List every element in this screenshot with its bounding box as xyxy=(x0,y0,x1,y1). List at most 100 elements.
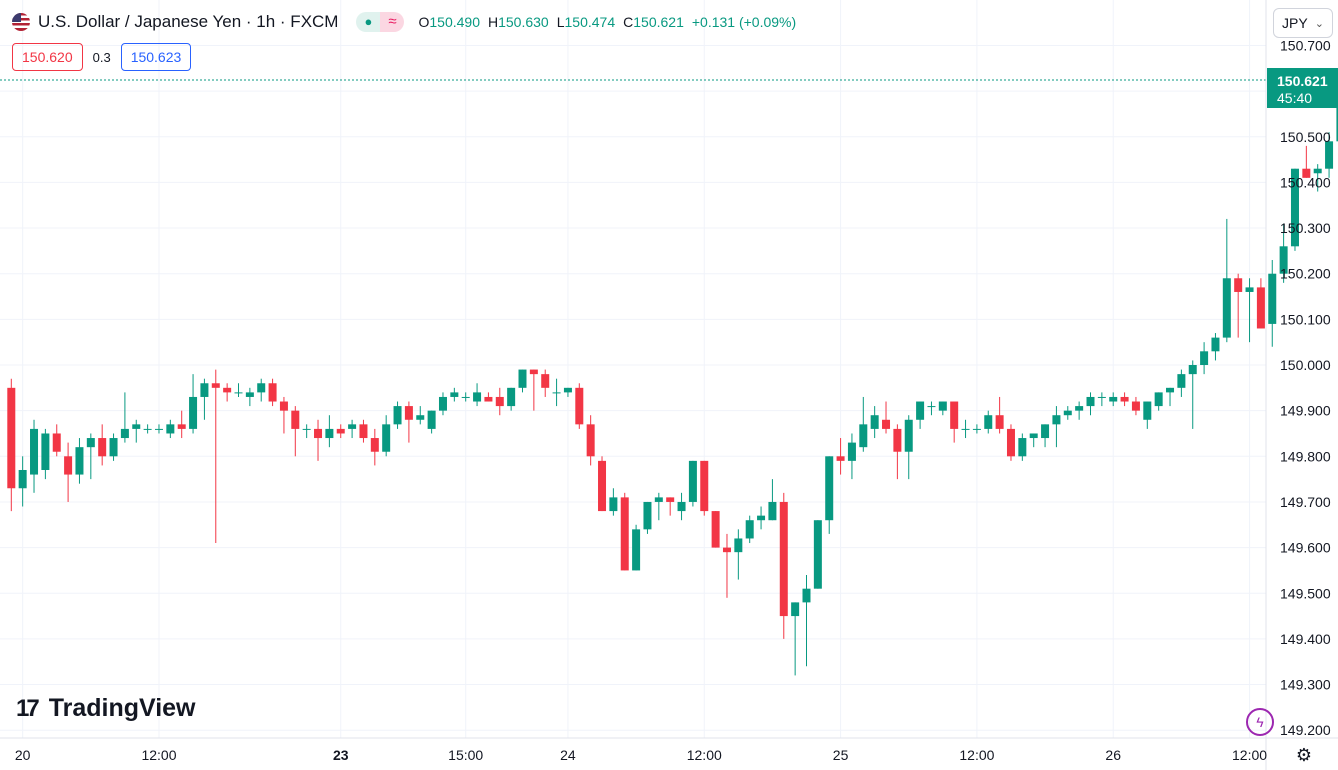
buy-button[interactable]: 150.623 xyxy=(120,43,192,71)
open-label: O xyxy=(418,14,430,30)
candle-body xyxy=(882,419,891,429)
candle xyxy=(279,396,288,434)
candle-body xyxy=(757,515,766,521)
candle-body xyxy=(802,588,811,603)
candle xyxy=(1222,218,1231,343)
symbol-title[interactable]: U.S. Dollar / Japanese Yen · 1h · FXCM xyxy=(38,12,339,31)
price-axis[interactable]: 150.700150.600150.500150.400150.300150.2… xyxy=(1280,37,1331,738)
time-tick-label: 12:00 xyxy=(959,747,994,763)
currency-selector[interactable]: JPY ⌄ xyxy=(1273,8,1333,38)
candle xyxy=(1109,392,1118,407)
price-tick-label: 150.100 xyxy=(1280,311,1331,327)
candle-body xyxy=(984,415,993,429)
candle-body xyxy=(257,383,266,393)
candle-body xyxy=(711,511,720,548)
candle xyxy=(654,492,663,521)
candle xyxy=(1302,145,1311,178)
candle xyxy=(1177,369,1186,397)
candle xyxy=(41,428,50,480)
candle-body xyxy=(620,497,629,571)
candle xyxy=(791,602,800,676)
symbol-legend[interactable]: U.S. Dollar / Japanese Yen · 1h · FXCM ●… xyxy=(12,10,796,34)
candle xyxy=(461,392,470,402)
candle-body xyxy=(245,392,254,397)
candle-body xyxy=(177,424,186,429)
candle xyxy=(598,456,607,512)
candle xyxy=(438,392,447,416)
candle xyxy=(314,419,323,461)
gear-icon[interactable]: ⚙ xyxy=(1295,745,1313,765)
candle-body xyxy=(586,424,595,457)
candle xyxy=(359,419,368,443)
market-status[interactable]: ● ≈ xyxy=(356,12,405,32)
candle-body xyxy=(859,424,868,448)
candle xyxy=(586,415,595,466)
candle xyxy=(950,401,959,443)
candle xyxy=(18,456,27,507)
candle xyxy=(143,424,152,434)
lightning-icon[interactable]: ϟ xyxy=(1246,708,1274,736)
candle xyxy=(700,460,709,516)
candle xyxy=(7,378,16,512)
candle-body xyxy=(1313,168,1322,174)
candle-body xyxy=(507,387,516,407)
candle-body xyxy=(541,374,550,388)
sell-button[interactable]: 150.620 xyxy=(12,43,83,71)
time-axis[interactable]: 20 12:00 23 15:00 24 12:00 25 12:00 26 12:00 xyxy=(15,747,1267,763)
time-tick-label: 24 xyxy=(560,747,576,763)
candle-body xyxy=(393,406,402,425)
time-tick-label: 12:00 xyxy=(141,747,176,763)
candle-body xyxy=(416,415,425,420)
candle-body xyxy=(1211,337,1220,352)
candle-body xyxy=(1075,406,1084,411)
tradingview-logo[interactable]: 17 TradingView xyxy=(16,694,196,723)
candle-body xyxy=(1029,433,1038,439)
candle xyxy=(1336,81,1338,142)
candle-body xyxy=(132,424,141,429)
candle-body xyxy=(427,410,436,429)
candle-body xyxy=(109,438,118,457)
candle-body xyxy=(1120,396,1129,402)
candle xyxy=(609,488,618,516)
close-label: C xyxy=(623,14,634,30)
price-tick-label: 149.800 xyxy=(1280,448,1331,464)
candle-body xyxy=(279,401,288,411)
candle xyxy=(473,383,482,407)
candle-body xyxy=(1166,387,1175,393)
candle-body xyxy=(722,547,731,553)
candle xyxy=(666,497,675,516)
candle xyxy=(495,387,504,416)
candle-body xyxy=(336,428,345,434)
logo-text: TradingView xyxy=(48,694,196,722)
candle-body xyxy=(1041,424,1050,439)
candle-body xyxy=(461,396,470,398)
candle xyxy=(541,369,550,397)
market-open-icon[interactable]: ● xyxy=(356,12,381,32)
candle-body xyxy=(325,428,334,439)
candle xyxy=(484,392,493,402)
price-tick-label: 149.700 xyxy=(1280,494,1331,510)
candle xyxy=(404,401,413,443)
ohlc-values: O150.490 H150.630 L150.474 C150.621 +0.1… xyxy=(418,14,796,30)
candle xyxy=(529,369,538,411)
price-tick-label: 149.600 xyxy=(1280,540,1331,556)
candle xyxy=(268,378,277,407)
candle xyxy=(257,378,266,402)
price-tick-label: 150.700 xyxy=(1280,37,1331,53)
candle xyxy=(893,424,902,480)
time-tick-label: 12:00 xyxy=(1232,747,1267,763)
candle-body xyxy=(120,428,129,439)
candle xyxy=(189,374,198,434)
candle-body xyxy=(268,383,277,402)
change-value: +0.131 (+0.09%) xyxy=(691,14,797,30)
candle xyxy=(200,378,209,420)
candle-body xyxy=(359,424,368,439)
candle-body xyxy=(825,456,834,521)
candle-body xyxy=(1290,168,1299,247)
candle xyxy=(859,396,868,452)
candle-body xyxy=(1325,141,1334,169)
candle xyxy=(972,424,981,434)
candle-body xyxy=(870,415,879,429)
delayed-data-icon[interactable]: ≈ xyxy=(380,12,405,32)
